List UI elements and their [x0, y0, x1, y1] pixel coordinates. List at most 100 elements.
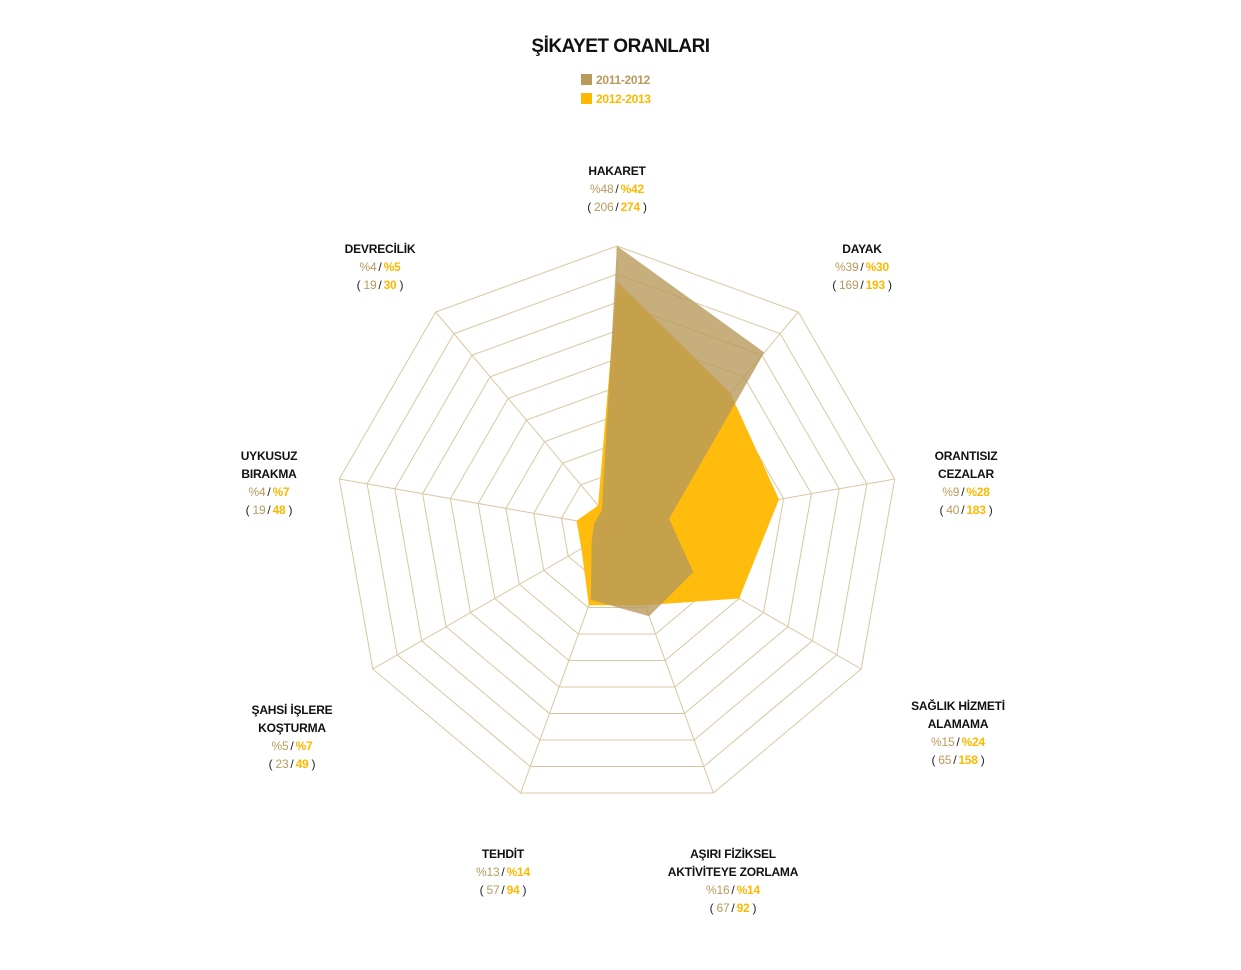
paren-open: (: [587, 200, 591, 214]
paren-open: (: [709, 901, 714, 915]
percent-2011-2012: %48: [590, 182, 614, 196]
axis-percent-row: %4/%5: [260, 258, 500, 276]
axis-label-3: ORANTISIZ CEZALAR %9/%28(40/183): [846, 447, 1086, 519]
paren-close: ): [988, 503, 993, 517]
separator: /: [953, 753, 957, 767]
count-2012-2013: 274: [620, 200, 641, 214]
axis-count-row: (65/158): [838, 751, 1078, 769]
percent-2012-2013: %42: [620, 182, 645, 196]
percent-2012-2013: %14: [736, 883, 761, 897]
paren-open: (: [356, 278, 361, 292]
axis-name: TEHDİT: [481, 847, 525, 861]
axis-count-row: (19/48): [149, 501, 389, 519]
percent-2011-2012: %9: [942, 485, 960, 499]
axis-label-1: HAKARET %48/%42(206/274): [497, 162, 737, 216]
axis-label-6: TEHDİT %13/%14(57/94): [383, 845, 623, 899]
axis-name: HAKARET: [588, 164, 646, 178]
axis-count-row: (57/94): [383, 881, 623, 899]
grid-ring-10: [338, 245, 896, 794]
count-2012-2013: 30: [383, 278, 397, 292]
axis-name: DAYAK: [842, 242, 882, 256]
percent-2012-2013: %7: [295, 739, 313, 753]
grid-spoke-8: [339, 478, 618, 529]
percent-2012-2013: %5: [383, 260, 401, 274]
axis-name: CEZALAR: [938, 467, 994, 481]
separator: /: [860, 260, 864, 274]
axis-label-2: DAYAK %39/%30(169/193): [742, 240, 982, 294]
count-2011-2012: 19: [363, 278, 377, 292]
paren-close: ): [522, 883, 527, 897]
separator: /: [615, 200, 619, 214]
percent-2011-2012: %4: [248, 485, 266, 499]
axis-percent-row: %15/%24: [838, 733, 1078, 751]
axis-label-7: ŞAHSİ İŞLERE KOŞTURMA %5/%7(23/49): [172, 701, 412, 773]
axis-label-5: AŞIRI FİZİKSEL AKTİVİTEYE ZORLAMA %16/%14(…: [613, 845, 853, 917]
axis-name: AŞIRI FİZİKSEL: [690, 847, 776, 861]
percent-2012-2013: %30: [865, 260, 890, 274]
count-2012-2013: 92: [736, 901, 750, 915]
count-2011-2012: 67: [716, 901, 730, 915]
legend-item-2012-2013: 2012-2013: [581, 89, 651, 108]
axis-name: ALAMAMA: [927, 717, 989, 731]
axis-count-row: (67/92): [613, 899, 853, 917]
axis-name: DEVRECİLİK: [344, 242, 416, 256]
count-2012-2013: 49: [295, 757, 309, 771]
percent-2012-2013: %24: [961, 735, 986, 749]
axis-percent-row: %39/%30: [742, 258, 982, 276]
axis-name: KOŞTURMA: [258, 721, 326, 735]
legend-item-2011-2012: 2011-2012: [581, 70, 651, 89]
count-2012-2013: 48: [272, 503, 286, 517]
separator: /: [501, 865, 505, 879]
legend: 2011-2012 2012-2013: [581, 70, 651, 108]
separator: /: [860, 278, 864, 292]
separator: /: [731, 901, 735, 915]
axis-name: BIRAKMA: [241, 467, 297, 481]
paren-open: (: [939, 503, 944, 517]
paren-open: (: [268, 757, 273, 771]
separator: /: [290, 757, 294, 771]
chart-title: ŞİKAYET ORANLARI: [531, 36, 710, 57]
axis-label-4: SAĞLIK HİZMETİ ALAMAMA %15/%24(65/158): [838, 697, 1078, 769]
paren-close: ): [752, 901, 757, 915]
separator: /: [731, 883, 735, 897]
paren-close: ): [399, 278, 404, 292]
separator: /: [378, 260, 382, 274]
separator: /: [961, 485, 965, 499]
paren-open: (: [245, 503, 250, 517]
separator: /: [267, 485, 271, 499]
percent-2012-2013: %28: [966, 485, 990, 499]
separator: /: [961, 503, 965, 517]
count-2011-2012: 57: [486, 883, 500, 897]
count-2012-2013: 158: [958, 753, 978, 767]
legend-swatch-2012-2013: [581, 93, 592, 104]
axis-percent-row: %4/%7: [149, 483, 389, 501]
legend-label-2012-2013: 2012-2013: [596, 91, 651, 106]
count-2012-2013: 193: [865, 278, 886, 292]
paren-close: ): [887, 278, 892, 292]
count-2011-2012: 40: [946, 503, 960, 517]
percent-2011-2012: %5: [271, 739, 289, 753]
axis-percent-row: %5/%7: [172, 737, 412, 755]
percent-2011-2012: %16: [706, 883, 730, 897]
count-2011-2012: 65: [938, 753, 952, 767]
axis-percent-row: %16/%14: [613, 881, 853, 899]
axis-name: ORANTISIZ: [934, 449, 998, 463]
paren-open: (: [479, 883, 484, 897]
axis-name: ŞAHSİ İŞLERE: [251, 703, 333, 717]
legend-swatch-2011-2012: [581, 74, 592, 85]
axis-label-9: DEVRECİLİK %4/%5(19/30): [260, 240, 500, 294]
paren-open: (: [832, 278, 836, 292]
axis-name: UYKUSUZ: [240, 449, 298, 463]
percent-2011-2012: %13: [476, 865, 500, 879]
paren-close: ): [288, 503, 293, 517]
paren-close: ): [980, 753, 985, 767]
axis-count-row: (19/30): [260, 276, 500, 294]
count-2011-2012: 19: [252, 503, 266, 517]
grid-ring-8: [394, 301, 840, 741]
separator: /: [615, 182, 619, 196]
percent-2011-2012: %39: [835, 260, 859, 274]
separator: /: [956, 735, 960, 749]
separator: /: [378, 278, 382, 292]
